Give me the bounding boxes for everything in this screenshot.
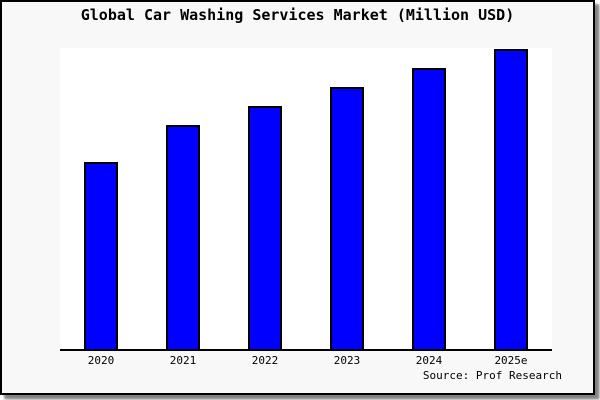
chart-title: Global Car Washing Services Market (Mill… [80,6,515,24]
x-tick-label-2020: 2020 [87,354,115,367]
bar-2023 [330,86,364,349]
x-tick-label-2022: 2022 [251,354,279,367]
chart-window: Global Car Washing Services Market (Mill… [0,0,595,395]
x-axis-labels: 2020 2021 2022 2023 2024 2025e [60,354,552,367]
bar-2025e [494,48,528,349]
source-label: Source: Prof Research [422,369,562,382]
x-tick-label-2024: 2024 [415,354,443,367]
x-tick-label-2023: 2023 [333,354,361,367]
x-tick-label-2025e: 2025e [494,354,528,367]
x-tick-label-2021: 2021 [169,354,197,367]
bar-2020 [84,162,118,349]
plot-area [60,48,552,351]
bar-2021 [166,125,200,349]
bar-2024 [412,68,446,349]
bar-2022 [248,106,282,349]
